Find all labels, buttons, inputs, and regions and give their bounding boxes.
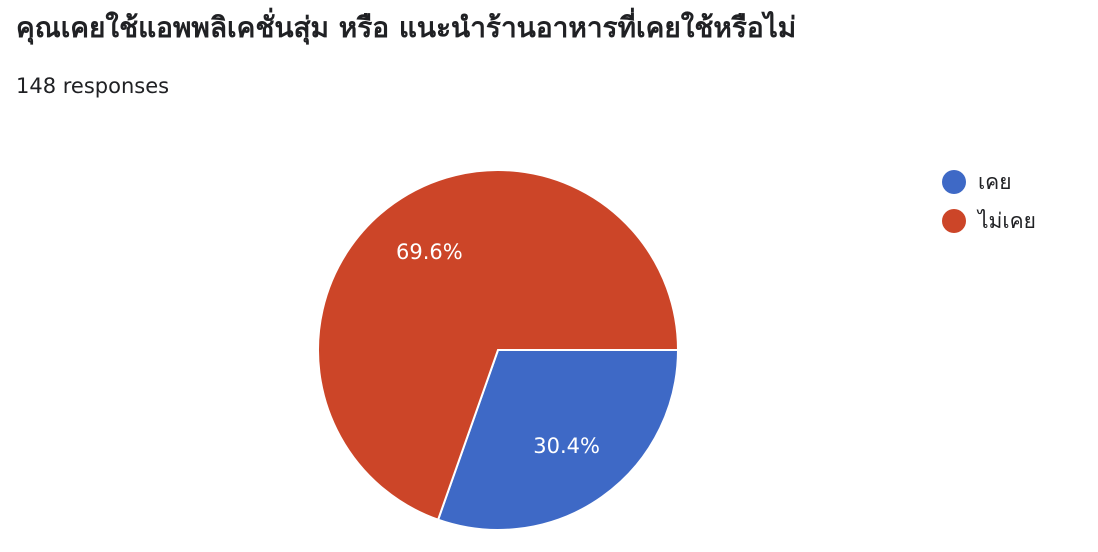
legend-item-yes[interactable]: เคย: [942, 168, 1036, 196]
legend-label-yes: เคย: [978, 170, 1012, 194]
legend-label-no: ไม่เคย: [978, 209, 1036, 233]
legend-swatch-no: [942, 209, 966, 233]
response-count: 148 responses: [16, 74, 170, 98]
legend-item-no[interactable]: ไม่เคย: [942, 207, 1036, 235]
slice-yes[interactable]: [436, 349, 680, 531]
legend: เคย ไม่เคย: [942, 168, 1036, 246]
slice-label-yes: 30.4%: [533, 434, 600, 458]
legend-swatch-yes: [942, 170, 966, 194]
slice-no[interactable]: [317, 169, 680, 522]
chart-title: คุณเคยใช้แอพพลิเคชั่นสุ่ม หรือ แนะนำร้าน…: [16, 11, 797, 44]
slice-label-no: 69.6%: [396, 240, 463, 264]
